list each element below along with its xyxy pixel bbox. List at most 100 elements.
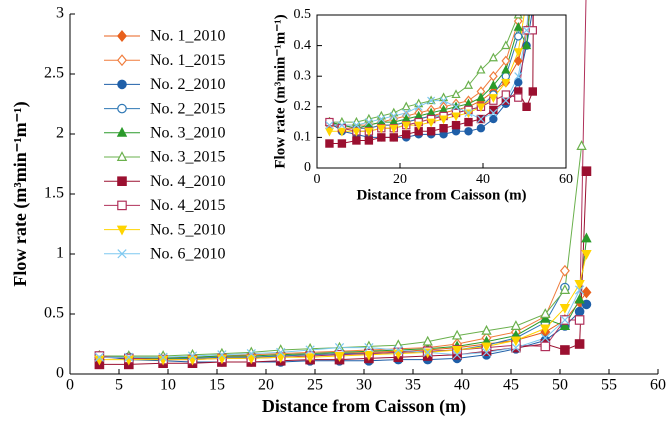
y-tick-label: 0.5 (44, 305, 64, 322)
marker (94, 352, 105, 362)
marker (488, 94, 498, 103)
y-tick-label: 0.5 (294, 7, 312, 22)
marker (481, 347, 492, 358)
marker (574, 306, 585, 317)
marker (364, 118, 373, 127)
marker (363, 340, 375, 351)
marker (514, 72, 523, 81)
marker (581, 232, 592, 243)
marker (351, 127, 362, 137)
marker (464, 108, 473, 117)
marker (401, 101, 411, 111)
main-plot: 0 5 10 15 20 25 30 35 40 45 50 55 60 0 0.5 1 1.5 2 2.5 3 Dis… (10, 0, 666, 417)
marker (476, 64, 486, 74)
marker (488, 52, 498, 62)
marker (514, 32, 523, 41)
marker (510, 336, 522, 347)
x-tick-label: 40 (476, 172, 490, 187)
x-tick-label: 50 (552, 377, 568, 394)
marker (576, 140, 587, 150)
marker (481, 342, 492, 353)
legend-marker (117, 249, 127, 259)
marker (511, 342, 521, 353)
marker (452, 350, 462, 360)
marker (377, 115, 386, 124)
marker (246, 354, 257, 365)
legend-label: No. 2_2010 (150, 76, 226, 93)
marker (364, 136, 374, 145)
marker (414, 102, 423, 111)
marker (304, 342, 316, 353)
y-tick-label: 0.4 (294, 38, 312, 53)
marker (481, 324, 492, 335)
y-tick-label: 2.5 (44, 65, 64, 82)
marker (559, 320, 571, 330)
marker (581, 250, 592, 260)
legend-label: No. 4_2015 (150, 197, 226, 214)
x-axis-title: Distance from Caisson (m) (356, 187, 526, 203)
marker (123, 355, 134, 366)
x-tick-label: 15 (209, 377, 225, 394)
marker (414, 121, 424, 131)
y-tick-label: 0 (304, 160, 311, 175)
marker (451, 112, 461, 122)
marker (364, 342, 374, 353)
marker (522, 102, 531, 111)
legend-label: No. 5_2010 (150, 221, 226, 238)
x-tick-label: 40 (454, 377, 470, 394)
marker (337, 139, 347, 148)
marker (476, 92, 486, 102)
legend-marker (117, 54, 127, 67)
legend-label: No. 6_2010 (150, 245, 226, 262)
marker (157, 355, 169, 366)
marker (464, 127, 473, 136)
marker (402, 130, 411, 139)
marker (393, 345, 403, 355)
marker (528, 87, 538, 96)
legend-marker (117, 200, 127, 211)
x-tick-label: 20 (393, 172, 407, 187)
marker (528, 26, 538, 35)
marker (501, 78, 511, 88)
legend-label: No. 1_2015 (150, 52, 226, 69)
marker (401, 121, 411, 131)
marker (513, 55, 523, 67)
marker (427, 96, 436, 105)
marker (514, 78, 523, 87)
marker (451, 120, 461, 130)
x-tick-label: 35 (405, 377, 421, 394)
marker (521, 40, 532, 50)
marker (423, 347, 433, 358)
y-tick-label: 2 (56, 125, 64, 142)
x-tick-label: 60 (650, 377, 666, 394)
marker (304, 353, 316, 364)
series-line (99, 145, 583, 357)
marker (513, 15, 523, 19)
x-tick-label: 25 (307, 377, 323, 394)
marker (488, 80, 498, 89)
marker (334, 352, 345, 362)
x-tick-label: 0 (66, 377, 74, 394)
marker (559, 304, 571, 314)
y-tick-label: 0.2 (294, 99, 312, 114)
marker (476, 103, 486, 113)
marker (337, 127, 347, 137)
marker (452, 102, 461, 111)
marker (334, 342, 345, 353)
marker (124, 352, 134, 362)
x-tick-label: 20 (258, 377, 274, 394)
marker (523, 0, 530, 4)
y-axis-title: Flow rate (m³min⁻¹m⁻¹) (10, 101, 31, 286)
marker (389, 133, 398, 142)
marker (574, 285, 585, 295)
legend-marker (117, 30, 127, 42)
legend-marker (116, 225, 128, 236)
x-tick-label: 5 (115, 377, 123, 394)
marker (540, 308, 551, 318)
marker (540, 333, 550, 343)
marker (513, 48, 523, 57)
marker (426, 118, 436, 128)
legend-marker (117, 176, 127, 186)
marker (560, 315, 570, 325)
